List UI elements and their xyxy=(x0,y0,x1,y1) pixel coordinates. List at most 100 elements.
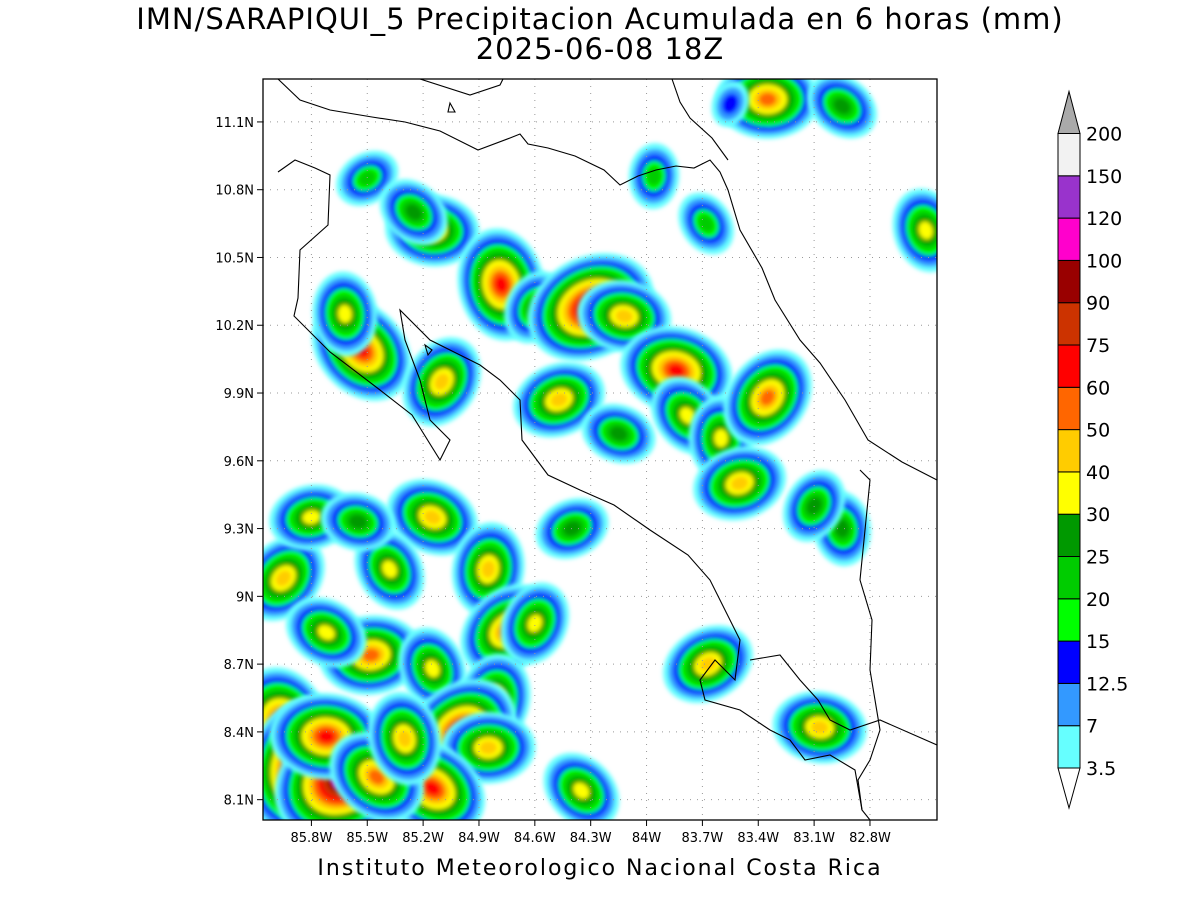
lat-tick-label: 8.1N xyxy=(224,794,254,809)
osa-peninsula xyxy=(749,654,937,746)
precip-contour-20 xyxy=(358,170,377,187)
colorbar-box-25 xyxy=(1057,513,1081,558)
colorbar-label: 200 xyxy=(1086,124,1122,146)
precip-contour-40 xyxy=(423,510,441,525)
precip-contour-60 xyxy=(667,363,685,378)
lat-tick-label: 9.9N xyxy=(224,387,254,402)
precip-cell xyxy=(628,143,680,210)
colorbar-label: 15 xyxy=(1086,631,1110,653)
precip-contour-60 xyxy=(424,781,441,796)
precip-cell xyxy=(892,188,937,273)
precip-contour-25 xyxy=(405,204,423,221)
precip-contour-50 xyxy=(760,389,775,406)
colorbar: 3.5 7 12.5 15 20 25 30 40 50 60 75 90 100 120 150 200 xyxy=(1057,89,1128,810)
latitude-axis: 11.1N 10.8N 10.5N 10.2N 9.9N 9.6N 9.3N 9N 8.7N 8.… xyxy=(215,116,263,809)
lat-tick-label: 8.4N xyxy=(224,726,254,741)
colorbar-label: 75 xyxy=(1086,335,1110,357)
precip-cell xyxy=(286,597,367,668)
precip-cell xyxy=(402,337,482,427)
precip-contour-30 xyxy=(302,510,321,525)
precip-contour-30 xyxy=(527,614,543,633)
precip-contour-30 xyxy=(714,429,728,448)
lat-tick-label: 10.5N xyxy=(215,251,254,266)
precip-contour-50 xyxy=(368,769,385,785)
precip-contour-40 xyxy=(481,560,496,578)
colorbar-box-40 xyxy=(1057,429,1081,473)
precip-contour-60 xyxy=(317,729,335,743)
precip-contour-25 xyxy=(609,426,628,441)
colorbar-label: 120 xyxy=(1086,208,1122,230)
precip-cell xyxy=(367,691,442,786)
precip-cell xyxy=(543,752,620,820)
nicaragua-lake-shore xyxy=(419,79,504,96)
precip-contour-40 xyxy=(550,392,568,407)
coastline-borders xyxy=(277,79,937,820)
map-subtitle-date: 2025-06-08 18Z xyxy=(475,32,725,66)
precip-contour-50 xyxy=(758,92,777,106)
lat-tick-label: 9.6N xyxy=(224,455,254,470)
colorbar-upper-arrow xyxy=(1057,89,1081,134)
colorbar-label: 3.5 xyxy=(1086,758,1116,780)
precip-contour-25 xyxy=(835,519,850,538)
precip-contour-25 xyxy=(806,497,822,515)
panama-border xyxy=(671,79,729,161)
lon-tick-label: 84.3W xyxy=(570,831,612,846)
map-frame xyxy=(262,78,938,821)
colorbar-box-20 xyxy=(1057,556,1081,600)
coastline-north xyxy=(277,79,937,481)
map-title: IMN/SARAPIQUI_5 Precipitacion Acumulada … xyxy=(136,2,1064,36)
precip-cell xyxy=(782,470,846,542)
precip-cell xyxy=(500,582,570,665)
colorbar-box-30 xyxy=(1057,471,1081,515)
longitude-axis: 85.8W 85.5W 85.2W 84.9W 84.6W 84.3W 84W 83.7W 83… xyxy=(291,820,891,846)
colorbar-label: 40 xyxy=(1086,462,1110,484)
lon-tick-label: 83.7W xyxy=(681,831,723,846)
precip-cell xyxy=(581,403,656,464)
colorbar-label: 90 xyxy=(1086,293,1110,315)
precip-contour-30 xyxy=(317,625,335,640)
colorbar-box-75 xyxy=(1057,302,1081,346)
colorbar-box-7 xyxy=(1057,682,1081,727)
colorbar-label: 50 xyxy=(1086,420,1110,442)
footer-credit: Instituto Meteorologico Nacional Costa R… xyxy=(317,856,883,881)
colorbar-box-90 xyxy=(1057,259,1081,304)
precip-contour-40 xyxy=(731,476,749,491)
precip-cell xyxy=(320,492,396,552)
lat-tick-label: 11.1N xyxy=(215,116,254,131)
gridlines xyxy=(263,79,937,820)
colorbar-label: 30 xyxy=(1086,504,1110,526)
lon-tick-label: 85.2W xyxy=(402,831,444,846)
precip-contour-25 xyxy=(833,98,851,114)
colorbar-label: 7 xyxy=(1086,716,1098,738)
lat-tick-label: 10.2N xyxy=(215,319,254,334)
precip-contour-40 xyxy=(397,729,412,748)
lon-tick-label: 84W xyxy=(632,831,662,846)
precip-contour-25 xyxy=(348,514,368,529)
precip-contour-50 xyxy=(362,648,380,662)
colorbar-box-12.5 xyxy=(1057,640,1081,684)
colorbar-label: 150 xyxy=(1086,166,1122,188)
lon-tick-label: 82.8W xyxy=(849,831,891,846)
precip-cell xyxy=(663,625,753,704)
precip-cell xyxy=(398,627,467,710)
precip-contour-40 xyxy=(479,741,498,755)
precip-cell xyxy=(711,80,750,127)
lon-tick-label: 84.9W xyxy=(458,831,500,846)
island-marker xyxy=(447,101,456,113)
precip-cell xyxy=(723,349,812,446)
lat-tick-label: 10.8N xyxy=(215,184,254,199)
colorbar-label: 20 xyxy=(1086,589,1110,611)
colorbar-box-100 xyxy=(1057,217,1081,261)
lon-tick-label: 83.4W xyxy=(737,831,779,846)
colorbar-box-15 xyxy=(1057,598,1081,642)
precip-cell xyxy=(807,79,877,139)
colorbar-label: 25 xyxy=(1086,547,1110,569)
coastline-pacific xyxy=(277,159,871,820)
precip-contour-12.5 xyxy=(721,93,739,115)
precip-contour-40 xyxy=(615,309,633,323)
colorbar-label: 60 xyxy=(1086,377,1110,399)
colorbar-label: 12.5 xyxy=(1086,673,1128,695)
precip-contour-30 xyxy=(573,782,590,799)
precip-contour-40 xyxy=(275,570,292,587)
